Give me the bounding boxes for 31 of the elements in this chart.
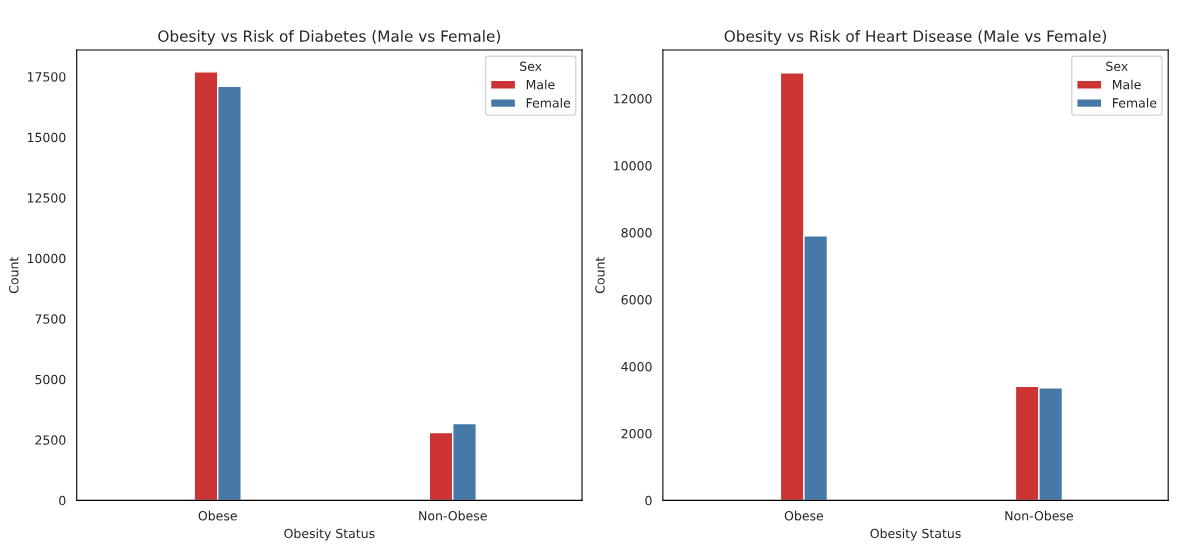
x-tick-label: Non-Obese (419, 510, 487, 521)
y-axis-title: Count (595, 256, 605, 294)
y-tick-label: 4000 (621, 361, 652, 372)
x-axis-title: Obesity Status (284, 528, 375, 541)
y-tick-label: 6000 (621, 294, 652, 305)
y-tick-label: 0 (645, 495, 652, 506)
x-tick-label: Obese (784, 510, 824, 521)
legend-title: Sex (520, 61, 542, 71)
legend-title: Sex (1106, 61, 1128, 71)
chart-title: Obesity vs Risk of Diabetes (Male vs Female) (158, 30, 500, 45)
y-tick-label: 2000 (621, 428, 652, 439)
legend-label: Female (526, 97, 571, 108)
y-tick-label: 17500 (27, 72, 66, 82)
x-tick-label: Non-Obese (1005, 510, 1073, 521)
legend-label: Male (1112, 79, 1141, 90)
y-tick-label: 10000 (614, 161, 652, 171)
y-tick-label: 12500 (27, 193, 66, 203)
y-tick-label: 5000 (35, 374, 66, 385)
y-tick-label: 2500 (35, 435, 66, 445)
x-tick-label: Obese (198, 510, 237, 521)
y-tick-label: 8000 (621, 228, 652, 238)
y-tick-label: 12000 (614, 94, 652, 104)
x-axis-title: Obesity Status (870, 528, 961, 541)
legend-label: Male (526, 79, 555, 90)
y-tick-label: 10000 (27, 253, 66, 264)
chart-title: Obesity vs Risk of Heart Disease (Male vs Female) (724, 30, 1106, 45)
legend-label: Female (1112, 97, 1157, 108)
y-tick-label: 7500 (35, 314, 66, 324)
y-axis-title: Count (9, 256, 19, 294)
y-tick-label: 15000 (27, 132, 66, 143)
y-tick-label: 0 (59, 495, 66, 506)
